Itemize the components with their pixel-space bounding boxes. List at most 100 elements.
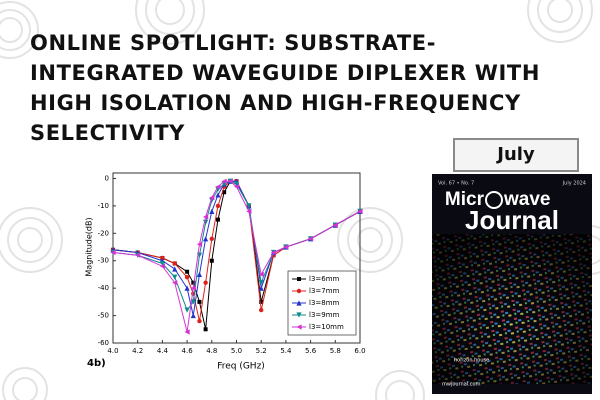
marker [258,285,264,291]
marker [203,236,209,242]
marker [191,280,196,285]
marker [221,178,227,184]
series-line [112,180,361,333]
marker [203,327,208,332]
x-tick-label: 6.0 [354,347,365,355]
cover-masthead: Journal [465,205,559,235]
title-line: INTEGRATED WAVEGUIDE DIPLEXER WITH [30,61,540,85]
marker [172,261,177,266]
x-tick-label: 4.8 [206,347,217,355]
magazine-cover: Vol. 67 • No. 7 July 2024 Micr wave Jour… [432,174,592,394]
y-tick-label: -30 [98,257,109,265]
chart: Magnitude(dB) Freq (GHz) 4b) 0 -10 -20 -30 -… [85,172,366,372]
marker [283,244,289,250]
marker [159,260,165,267]
title-line: ONLINE SPOTLIGHT: SUBSTRATE- [30,31,437,55]
marker [233,181,240,187]
marker [296,312,302,318]
marker [215,217,220,222]
marker [259,307,264,313]
x-tick-label: 5.6 [305,347,317,355]
x-axis-label: Freq (GHz) [217,362,265,372]
y-tick-label: -20 [98,229,109,237]
marker [172,280,178,286]
marker [172,274,178,280]
y-tick-label: -50 [98,312,109,320]
cover-masthead: Micr [445,189,485,210]
marker [160,255,165,261]
legend-label: l3=10mm [309,323,344,331]
marker [233,184,240,190]
marker [246,203,252,209]
month-badge: July [453,138,579,172]
title-line: HIGH ISOLATION AND HIGH-FREQUENCY [30,91,521,115]
figure-label: 4b) [87,358,106,369]
marker [203,214,209,220]
marker [209,208,215,214]
y-axis-label: Magnitude(dB) [85,217,94,276]
title-line: SELECTIVITY [30,121,185,145]
x-tick-label: 4.0 [107,347,118,355]
marker [196,241,203,247]
marker [135,252,141,258]
cover-shade [432,234,592,384]
legend-label: l3=6mm [309,275,340,283]
y-tick-label: -10 [98,202,109,210]
marker [209,195,215,201]
marker [197,299,202,304]
legend-label: l3=8mm [309,299,340,307]
marker [184,329,190,335]
marker [297,277,301,281]
marker [197,318,202,324]
cover-issue: Vol. 67 • No. 7 [438,181,474,187]
marker [190,285,196,291]
marker [215,184,221,190]
cover-publisher: horizon house [454,358,489,364]
marker [184,307,190,313]
x-tick-label: 4.6 [182,347,194,355]
cover-globe [485,191,503,209]
marker [296,324,302,330]
x-tick-label: 5.8 [330,347,341,355]
title: ONLINE SPOTLIGHT: SUBSTRATE- INTEGRATED … [30,28,540,148]
marker [196,271,203,278]
marker [185,269,190,274]
x-tick-label: 5.0 [231,347,242,355]
marker [190,312,196,319]
x-tick-label: 5.4 [280,347,292,355]
y-tick-label: -40 [98,284,109,292]
marker [203,280,208,285]
marker [270,249,277,256]
marker [308,236,314,242]
marker [209,236,214,242]
marker [296,300,302,306]
marker [246,208,252,214]
marker [258,271,264,278]
marker [258,280,264,286]
marker [209,258,214,263]
x-tick-label: 4.4 [157,347,169,355]
legend-label: l3=9mm [309,311,340,319]
marker [110,249,116,256]
cover-url: mwjournal.com [442,382,481,388]
x-tick-label: 4.2 [132,347,143,355]
marker [222,190,227,195]
marker [227,178,233,184]
marker [259,299,264,304]
cover-masthead: wave [503,189,550,210]
marker [159,263,165,269]
marker [332,222,338,228]
marker [184,285,190,291]
y-tick-label: -60 [98,339,109,347]
marker [296,288,302,294]
marker [215,203,221,209]
marker [357,208,363,214]
legend-label: l3=7mm [309,287,340,295]
cover-date: July 2024 [562,181,586,187]
y-tick-label: 0 [105,174,109,182]
marker [184,274,190,280]
x-tick-label: 5.2 [256,347,267,355]
marker [215,192,221,198]
marker [172,266,178,272]
